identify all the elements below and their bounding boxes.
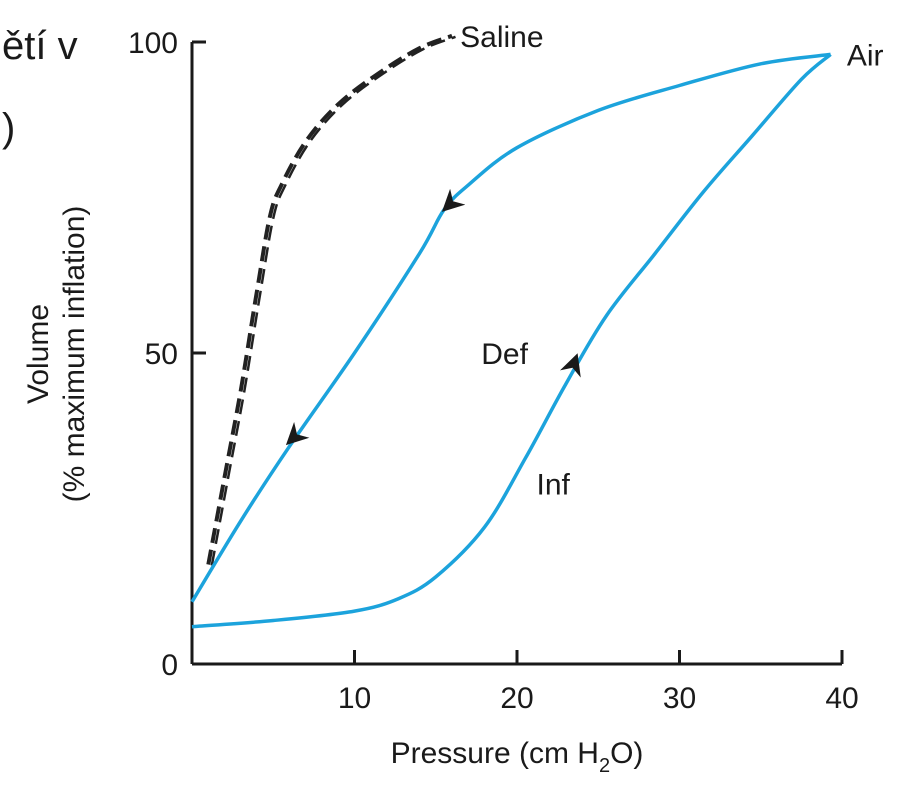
clipped-text-fragment-1: ětí v (2, 24, 78, 68)
y-axis-label-line-2: (% maximum inflation) (58, 206, 91, 503)
series-group (190, 33, 832, 629)
annotation-def: Def (481, 338, 528, 371)
x-axis-label: Pressure (cm H2O) (391, 737, 644, 777)
ticks: 10 20 30 40 0 50 100 (128, 27, 859, 715)
annotation-saline: Saline (460, 21, 543, 54)
y-tick-label: 100 (128, 27, 178, 60)
saline-curve (206, 33, 453, 565)
annotation-air: Air (847, 39, 884, 72)
def-curve (190, 52, 831, 603)
x-tick-label: 10 (338, 682, 371, 715)
direction-arrows (285, 188, 581, 446)
curve-annotations: Saline Air Def Inf (460, 21, 883, 502)
inf-curve (191, 53, 832, 629)
x-tick-label: 40 (825, 682, 858, 715)
y-tick-label: 0 (161, 649, 178, 682)
y-tick-label: 50 (145, 338, 178, 371)
saline-curve-shadow (210, 35, 456, 566)
annotation-inf: Inf (537, 469, 571, 502)
x-tick-label: 20 (500, 682, 533, 715)
y-axis-label-line-1: Volume (22, 304, 55, 404)
clipped-text-fragment-2: ) (2, 106, 16, 150)
x-tick-label: 30 (663, 682, 696, 715)
